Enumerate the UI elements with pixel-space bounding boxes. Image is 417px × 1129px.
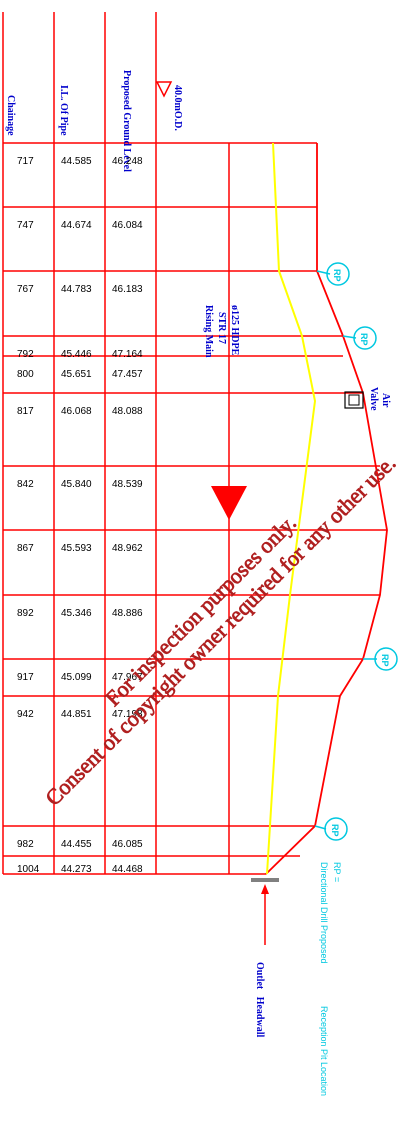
pgl-value: 46.085 — [112, 839, 143, 850]
pgl-value: 48.088 — [112, 406, 143, 417]
pgl-header-text: Proposed Ground Level — [121, 70, 132, 172]
il-value: 45.346 — [61, 608, 92, 619]
air-valve-label-line2: Valve — [368, 387, 379, 411]
chainage-value: 747 — [17, 220, 34, 231]
il-value: 45.651 — [61, 369, 92, 380]
pgl-value: 46.183 — [112, 284, 143, 295]
pgl-value: 47.457 — [112, 369, 143, 380]
datum-label: 40.0mO.D. — [172, 85, 183, 131]
outlet-headwall-symbol — [251, 878, 279, 882]
pgl-value: 44.468 — [112, 864, 143, 875]
pgl-value: 48.886 — [112, 608, 143, 619]
il-value: 45.446 — [61, 349, 92, 360]
air-valve-label-line1: Air — [380, 393, 391, 408]
chainage-value: 1004 — [17, 864, 40, 875]
chainage-value: 892 — [17, 608, 34, 619]
il-value: 44.783 — [61, 284, 92, 295]
table-values: 717 44.585 46.248 747 44.674 46.084 767 44.783 4… — [17, 156, 143, 875]
flow-direction-arrow — [211, 486, 247, 520]
chainage-value: 942 — [17, 709, 34, 720]
chainage-value: 842 — [17, 479, 34, 490]
il-value: 45.593 — [61, 543, 92, 554]
watermark-line2: Consent of copyright owner required for … — [40, 450, 400, 810]
pgl-value: 47.164 — [112, 349, 143, 360]
row-lines — [3, 142, 387, 857]
il-value: 44.273 — [61, 864, 92, 875]
rp-label: RP — [330, 824, 340, 837]
pgl-value: 48.962 — [112, 543, 143, 554]
rp-marker-2: RP — [342, 326, 377, 350]
chainage-value: 717 — [17, 156, 34, 167]
chainage-value: 792 — [17, 349, 34, 360]
chainage-value: 867 — [17, 543, 34, 554]
pgl-header-line1: Proposed Ground Level — [121, 70, 132, 172]
chainage-value: 917 — [17, 672, 34, 683]
pipe-profile-line — [266, 142, 317, 875]
pgl-value: 46.084 — [112, 220, 143, 231]
il-value: 45.840 — [61, 479, 92, 490]
pgl-value: 46.248 — [112, 156, 143, 167]
legend-line1: RP = — [332, 862, 342, 882]
pipe-label-line2: STR 17 — [216, 312, 227, 344]
outlet-label-line2: Headwall — [254, 997, 265, 1038]
rp-label: RP — [380, 654, 390, 667]
il-value: 44.585 — [61, 156, 92, 167]
legend-line3: Reception Pit Location — [319, 1006, 329, 1096]
il-value: 44.851 — [61, 709, 92, 720]
chainage-value: 982 — [17, 839, 34, 850]
chainage-value: 767 — [17, 284, 34, 295]
pgl-value: 47.967 — [112, 672, 143, 683]
chainage-value: 817 — [17, 406, 34, 417]
chainage-value: 800 — [17, 369, 34, 380]
table-grid — [2, 12, 266, 875]
outlet-headwall-label: Outlet Headwall — [254, 962, 265, 1037]
rp-marker-4: RP — [314, 817, 348, 841]
pipe-label-line1: ø125 HDPE — [229, 305, 240, 356]
il-value: 44.674 — [61, 220, 92, 231]
air-valve-symbol — [344, 391, 364, 409]
pipe-label-line3: Rising Main — [203, 305, 214, 358]
pgl-value: 48.539 — [112, 479, 143, 490]
il-header: I.L. Of Pipe — [58, 85, 69, 136]
rp-label: RP — [332, 269, 342, 282]
pgl-value: 47.198 — [112, 709, 143, 720]
il-value: 46.068 — [61, 406, 92, 417]
rp-marker-1: RP — [316, 262, 350, 286]
il-value: 44.455 — [61, 839, 92, 850]
rp-label: RP — [359, 333, 369, 346]
il-value: 45.099 — [61, 672, 92, 683]
datum-triangle — [155, 81, 173, 98]
chainage-header: Chainage — [5, 95, 16, 136]
legend-line2: Directional Drill Proposed — [319, 862, 329, 964]
outlet-arrow-head — [261, 884, 269, 894]
rp-marker-3: RP — [363, 647, 398, 671]
outlet-label-line1: Outlet — [254, 962, 265, 990]
ground-profile-line — [265, 143, 388, 875]
